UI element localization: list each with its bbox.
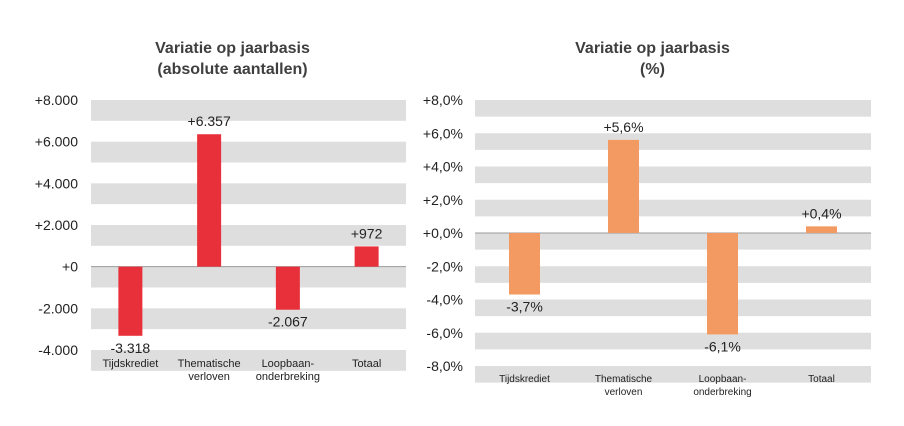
abs-grid-band — [91, 308, 406, 330]
pct-bar — [806, 226, 837, 233]
abs-y-tick-label: -4.000 — [38, 342, 78, 358]
pct-y-tick-label: -8,0% — [426, 358, 463, 374]
chart-title-percent-line1: Variatie op jaarbasis — [575, 40, 730, 57]
pct-data-label: -6,1% — [704, 338, 741, 354]
abs-category-label: Loopbaan- — [262, 358, 315, 370]
pct-data-label: -3,7% — [506, 299, 543, 315]
pct-category-label: Thematische — [595, 374, 653, 385]
chart-title-percent: Variatie op jaarbasis (%) — [480, 38, 825, 80]
pct-grid-band — [475, 166, 871, 184]
pct-y-tick-label: +8,0% — [423, 92, 463, 108]
abs-data-label: -2.067 — [268, 314, 308, 330]
pct-y-tick-label: -6,0% — [426, 325, 463, 341]
abs-y-tick-label: +2.000 — [35, 217, 78, 233]
pct-y-tick-label: +0,0% — [423, 225, 463, 241]
pct-y-tick-label: -4,0% — [426, 292, 463, 308]
pct-bar — [509, 233, 540, 295]
pct-category-label: Totaal — [808, 374, 835, 385]
abs-category-label: Tijdskrediet — [102, 358, 158, 370]
pct-y-tick-label: +2,0% — [423, 192, 463, 208]
abs-bar — [197, 134, 222, 267]
pct-grid-band — [475, 366, 871, 383]
pct-bar — [608, 139, 639, 233]
pct-category-label: Tijdskrediet — [499, 374, 550, 385]
pct-grid-band — [475, 199, 871, 217]
abs-grid-band — [91, 141, 406, 163]
pct-bar — [707, 233, 738, 335]
chart-title-absolute-line1: Variatie op jaarbasis — [155, 40, 310, 57]
pct-grid-band — [475, 332, 871, 350]
abs-category-label: onderbreking — [256, 371, 320, 383]
chart-title-absolute-line2: (absolute aantallen) — [157, 61, 308, 78]
abs-category-label: Thematische — [178, 358, 241, 370]
abs-data-label: +972 — [351, 225, 383, 241]
abs-grid-band — [91, 350, 406, 371]
pct-y-tick-label: +4,0% — [423, 159, 463, 175]
pct-category-label: onderbreking — [693, 387, 751, 398]
abs-bar — [275, 266, 300, 310]
abs-y-tick-label: +4.000 — [35, 175, 78, 191]
abs-y-tick-label: +8.000 — [35, 92, 78, 108]
abs-category-label: verloven — [188, 371, 230, 383]
abs-grid-band — [91, 266, 406, 288]
abs-data-label: -3.318 — [111, 340, 151, 356]
abs-grid-band — [91, 225, 406, 246]
pct-category-label: verloven — [605, 387, 643, 398]
abs-y-tick-label: +6.000 — [35, 134, 78, 150]
abs-y-tick-label: -2.000 — [38, 300, 78, 316]
pct-grid-band — [475, 299, 871, 317]
abs-y-tick-label: +0 — [62, 259, 78, 275]
pct-grid-band — [475, 233, 871, 250]
pct-grid-band — [475, 266, 871, 283]
pct-y-tick-label: +6,0% — [423, 125, 463, 141]
pct-category-label: Loopbaan- — [699, 374, 747, 385]
abs-grid-band — [91, 100, 406, 121]
abs-bar — [118, 266, 143, 336]
abs-category-label: Totaal — [352, 358, 381, 370]
pct-y-tick-label: -2,0% — [426, 258, 463, 274]
abs-bar — [354, 246, 379, 267]
pct-data-label: +0,4% — [801, 205, 841, 221]
chart-title-absolute: Variatie op jaarbasis (absolute aantalle… — [60, 38, 405, 80]
pct-grid-band — [475, 133, 871, 150]
abs-data-label: +6.357 — [188, 113, 231, 129]
chart-title-percent-line2: (%) — [640, 61, 665, 78]
pct-data-label: +5,6% — [603, 119, 643, 135]
pct-grid-band — [475, 100, 871, 117]
abs-grid-band — [91, 183, 406, 205]
